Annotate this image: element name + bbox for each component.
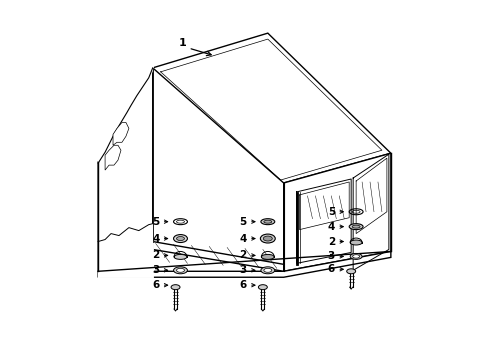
Polygon shape xyxy=(283,153,390,271)
Text: 4: 4 xyxy=(152,234,159,244)
Text: 4: 4 xyxy=(327,222,334,231)
Polygon shape xyxy=(105,145,121,170)
Text: 3: 3 xyxy=(327,251,334,261)
Text: 6: 6 xyxy=(327,264,334,274)
Ellipse shape xyxy=(258,285,267,290)
Text: 1: 1 xyxy=(178,38,186,48)
Ellipse shape xyxy=(264,268,271,272)
Ellipse shape xyxy=(173,267,187,274)
Text: 5: 5 xyxy=(152,217,159,227)
Ellipse shape xyxy=(176,268,184,272)
Ellipse shape xyxy=(174,255,186,260)
Ellipse shape xyxy=(260,219,274,225)
Ellipse shape xyxy=(351,225,359,228)
Ellipse shape xyxy=(352,255,359,258)
Ellipse shape xyxy=(349,253,361,260)
Text: 6: 6 xyxy=(152,280,159,290)
Polygon shape xyxy=(113,122,129,145)
Text: 2: 2 xyxy=(239,251,246,260)
Text: 3: 3 xyxy=(239,265,246,275)
Ellipse shape xyxy=(176,237,184,240)
Polygon shape xyxy=(152,242,283,271)
Ellipse shape xyxy=(261,255,274,260)
Ellipse shape xyxy=(260,234,275,243)
Polygon shape xyxy=(152,33,390,183)
Polygon shape xyxy=(98,251,390,277)
Ellipse shape xyxy=(264,220,271,223)
Ellipse shape xyxy=(346,269,355,274)
Polygon shape xyxy=(98,68,152,271)
Ellipse shape xyxy=(173,235,187,243)
Ellipse shape xyxy=(263,236,272,241)
Text: 5: 5 xyxy=(327,207,334,217)
Ellipse shape xyxy=(348,224,362,230)
Ellipse shape xyxy=(171,285,180,290)
Text: 5: 5 xyxy=(239,217,246,227)
Text: 6: 6 xyxy=(239,280,246,290)
Text: 2: 2 xyxy=(327,237,334,247)
Text: 3: 3 xyxy=(152,265,159,275)
Ellipse shape xyxy=(260,267,274,274)
Text: 4: 4 xyxy=(239,234,246,244)
Ellipse shape xyxy=(349,240,361,245)
Text: 2: 2 xyxy=(152,251,159,260)
